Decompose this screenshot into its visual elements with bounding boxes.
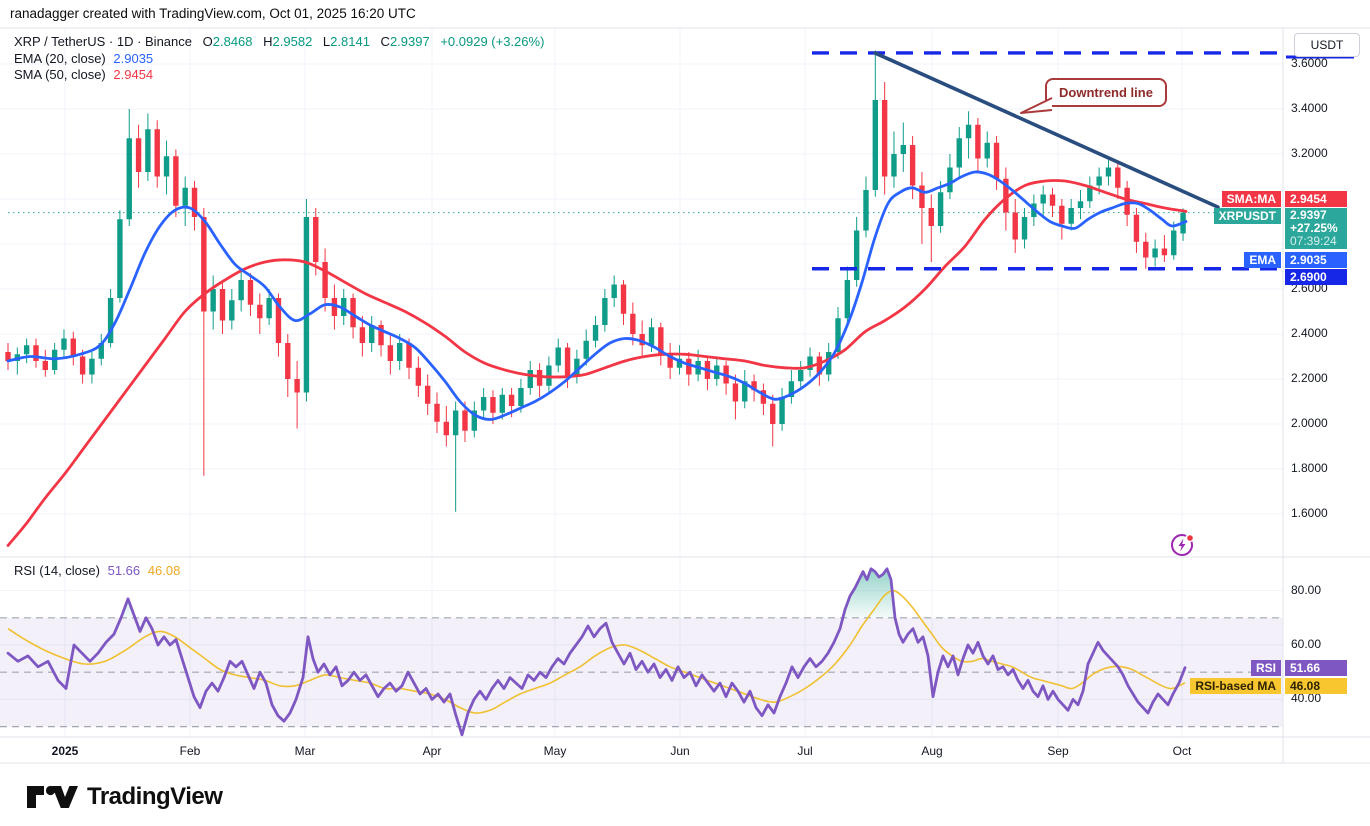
price-tick-label: 2.2000 [1291,371,1328,385]
downtrend-callout[interactable]: Downtrend line [1020,78,1167,114]
rsi-ma-legend-value: 46.08 [147,563,181,578]
price-tick-label: 2.0000 [1291,416,1328,430]
sma-legend-value: 2.9454 [113,67,154,82]
price-tick-label: 2.4000 [1291,326,1328,340]
sma-axis-value: 2.9454 [1285,191,1347,207]
low-value: 2.8141 [330,34,370,49]
time-tick-label: Jun [670,744,690,758]
sma-axis-tag: SMA:MA [1221,191,1281,207]
ema-axis-value: 2.9035 [1285,252,1347,268]
high-value: 2.9582 [272,34,313,49]
ema-legend-row: EMA (20, close) 2.9035 [14,51,153,66]
rsi-axis-tag: RSI [1250,660,1281,676]
candlestick-series [5,50,1186,512]
ema-line [6,170,1188,421]
price-tick-label: 3.4000 [1291,101,1328,115]
price-tick-label: 1.8000 [1291,461,1328,475]
support-level-axis-value: 2.6900 [1285,269,1347,285]
rsi-ma-axis-value: 46.08 [1285,678,1347,694]
last-price-value: 2.9397 [1290,208,1327,222]
lightning-event-icon[interactable] [1169,531,1197,559]
time-axis[interactable]: 2025 Feb Mar Apr May Jun Jul Aug Sep Oct [0,737,1370,763]
time-tick-label: Jul [797,744,813,758]
rsi-overbought-fill [121,568,895,618]
symbol-title: XRP / TetherUS · 1D · Binance [14,34,192,49]
bar-countdown: 07:39:24 [1290,234,1337,248]
rsi-axis-value: 51.66 [1285,660,1347,676]
time-tick-label: Feb [179,744,201,758]
time-tick-label: Oct [1172,744,1192,758]
tradingview-logo-mark [27,785,78,808]
symbol-axis-tag: XRPUSDT [1213,208,1281,224]
time-tick-label: May [543,744,567,758]
price-tick-label: 3.2000 [1291,146,1328,160]
rsi-tick-label: 80.00 [1291,582,1322,597]
price-scale[interactable]: 3.6000 3.4000 3.2000 2.6000 2.4000 2.2000 2.00… [1283,28,1370,763]
lightning-bolt-glyph [1178,538,1186,552]
sma-legend-label: SMA (50, close) [14,67,106,82]
rsi-band [0,617,1283,728]
pane-borders [0,27,1370,764]
ema-legend-value: 2.9035 [113,51,154,66]
price-tick-label: 3.6000 [1291,56,1328,70]
close-value: 2.9397 [389,34,430,49]
close-label: C [380,34,390,49]
time-tick-label: Apr [422,744,442,758]
rsi-tick-label: 60.00 [1291,637,1322,651]
downtrend-line[interactable] [873,51,1220,209]
rsi-tick-label: 40.00 [1291,691,1322,706]
sma-line [6,179,1188,547]
gridlines [0,28,1283,737]
open-label: O [202,34,213,49]
symbol-legend-row: XRP / TetherUS · 1D · Binance O2.8468 H2… [14,34,544,49]
time-tick-label: Sep [1047,744,1069,758]
sma-legend-row: SMA (50, close) 2.9454 [14,67,153,82]
downtrend-callout-label: Downtrend line [1059,85,1153,100]
time-tick-label: Aug [921,744,943,758]
rsi-legend-value: 51.66 [107,563,141,578]
last-price-axis-box: 2.9397 +27.25% 07:39:24 [1285,208,1347,249]
rsi-legend-row: RSI (14, close) 51.66 46.08 [14,563,180,578]
low-label: L [322,34,331,49]
ema-axis-tag: EMA [1244,252,1281,268]
rsi-legend-label: RSI (14, close) [14,563,100,578]
last-price-change: +27.25% [1290,221,1338,235]
high-label: H [263,34,273,49]
callout-tail [1020,97,1053,114]
rsi-line [6,567,1187,737]
resistance-line[interactable] [812,51,1354,59]
time-tick-label: 2025 [51,744,79,758]
change-value: +0.0929 (+3.26%) [440,34,545,49]
notification-dot [1186,533,1195,543]
price-tick-label: 1.6000 [1291,506,1328,520]
attribution-text: ranadagger created with TradingView.com,… [10,6,416,21]
open-value: 2.8468 [212,34,253,49]
tradingview-logo-text: TradingView [87,783,223,810]
currency-toggle-button[interactable]: USDT [1294,33,1360,57]
time-tick-label: Mar [294,744,316,758]
ema-legend-label: EMA (20, close) [14,51,106,66]
tradingview-logo[interactable]: TradingView [26,781,223,813]
rsi-ma-axis-tag: RSI-based MA [1190,678,1281,694]
